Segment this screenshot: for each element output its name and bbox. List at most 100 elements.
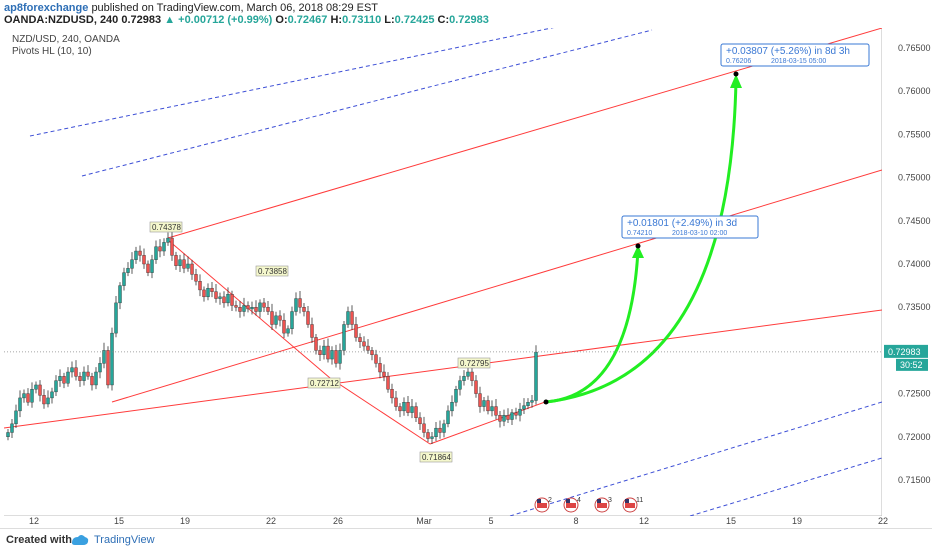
callout-line2-price: 0.76206 xyxy=(726,58,751,65)
projection-end-dot xyxy=(635,243,641,249)
candle xyxy=(354,316,358,342)
tradingview-brand[interactable]: TradingView xyxy=(94,534,155,546)
y-tick-label: 0.76000 xyxy=(898,86,931,96)
candle xyxy=(506,408,510,423)
outer-channel-upper-2 xyxy=(81,29,653,177)
candle-body xyxy=(50,391,54,399)
x-tick-label: Mar xyxy=(416,516,432,526)
current-price-label: 0.72983 xyxy=(888,347,921,357)
candle xyxy=(502,409,506,427)
candle xyxy=(306,305,310,328)
candle xyxy=(182,253,186,274)
candle-body xyxy=(266,307,270,312)
projection-arrow-long xyxy=(545,79,738,404)
change-arrow-icon: ▲ xyxy=(164,14,176,26)
candle xyxy=(370,346,374,361)
candle-body xyxy=(278,315,282,321)
x-tick-label: 15 xyxy=(114,516,124,526)
outer-channel-lower-1 xyxy=(509,401,882,516)
candle-body xyxy=(302,307,306,312)
candle-body xyxy=(22,393,26,399)
candle xyxy=(514,407,518,420)
open-label: O: xyxy=(275,14,288,26)
candle-body xyxy=(150,259,154,273)
outer-channel-upper-1 xyxy=(29,28,554,137)
pivot-label: 0.72795 xyxy=(460,359,489,368)
candle xyxy=(46,390,50,408)
price-chart[interactable]: 0.74378 0.73858 0.72712 0.71864 0.72795 +0.01… xyxy=(4,28,882,516)
candle-body xyxy=(166,237,170,243)
candle xyxy=(14,404,18,428)
legend-indicator: Pivots HL (10, 10) xyxy=(12,46,92,57)
candle-body xyxy=(422,423,426,433)
candle xyxy=(210,281,214,298)
candle xyxy=(358,333,362,348)
candle-body xyxy=(74,367,78,377)
candle xyxy=(442,419,446,438)
candle-body xyxy=(370,350,374,355)
candle xyxy=(106,346,110,389)
candle xyxy=(286,325,290,337)
y-tick-label: 0.74000 xyxy=(898,259,931,269)
candle xyxy=(102,342,106,369)
candle-body xyxy=(438,427,442,433)
candle-body xyxy=(482,400,486,407)
candle xyxy=(470,367,474,387)
outer-channel-lower-2 xyxy=(689,457,882,516)
candle-body xyxy=(158,246,162,252)
candle-body xyxy=(414,406,418,418)
candle xyxy=(214,284,218,303)
projection-end-dot xyxy=(733,71,739,77)
candle xyxy=(238,300,242,318)
candle-body xyxy=(262,302,266,308)
candle xyxy=(382,364,386,382)
candle-body xyxy=(126,268,130,273)
candle-body xyxy=(222,296,226,304)
candle xyxy=(494,398,498,420)
candle-body xyxy=(82,371,86,381)
x-tick-label: 22 xyxy=(266,516,276,526)
author-link[interactable]: ap8forexchange xyxy=(4,2,89,14)
candle-body xyxy=(270,311,274,325)
candle xyxy=(226,287,230,307)
candle xyxy=(282,313,286,338)
candle xyxy=(458,375,462,396)
candle-body xyxy=(342,324,346,351)
candle-body xyxy=(210,287,214,292)
candle xyxy=(34,381,38,394)
pivot-label-box xyxy=(419,451,453,463)
candle xyxy=(310,317,314,343)
callout-line1: +0.03807 (+5.26%) in 8d 3h xyxy=(726,46,850,57)
arrowhead-short xyxy=(632,245,644,258)
event-count-label: 3 xyxy=(608,497,612,504)
x-tick-label: 5 xyxy=(488,516,493,526)
candle-body xyxy=(510,412,514,420)
candle-body xyxy=(18,397,22,412)
countdown-label: 30:52 xyxy=(900,360,923,370)
candle xyxy=(50,387,54,404)
candle xyxy=(174,251,178,270)
event-flag-canton xyxy=(566,499,570,503)
candle xyxy=(138,245,142,262)
candle-body xyxy=(146,263,150,273)
candle xyxy=(62,372,66,389)
candle xyxy=(58,369,62,387)
zigzag-segment xyxy=(429,401,546,445)
candle xyxy=(54,375,58,397)
candle xyxy=(434,421,438,441)
channel-lower-line xyxy=(4,309,882,429)
candle-body xyxy=(338,350,342,364)
candle-body xyxy=(330,350,334,360)
chart-header: ap8forexchange published on TradingView.… xyxy=(0,0,932,28)
candle xyxy=(166,232,170,246)
candle xyxy=(242,297,246,317)
candle xyxy=(350,305,354,331)
candle-body xyxy=(250,307,254,310)
chart-area[interactable]: 0.74378 0.73858 0.72712 0.71864 0.72795 +0.01… xyxy=(4,28,882,516)
current-price-tag xyxy=(884,344,928,358)
candle-body xyxy=(346,311,350,325)
candle xyxy=(346,306,350,328)
candle-body xyxy=(134,250,138,260)
candle-body xyxy=(130,259,134,269)
candle-body xyxy=(54,380,58,393)
